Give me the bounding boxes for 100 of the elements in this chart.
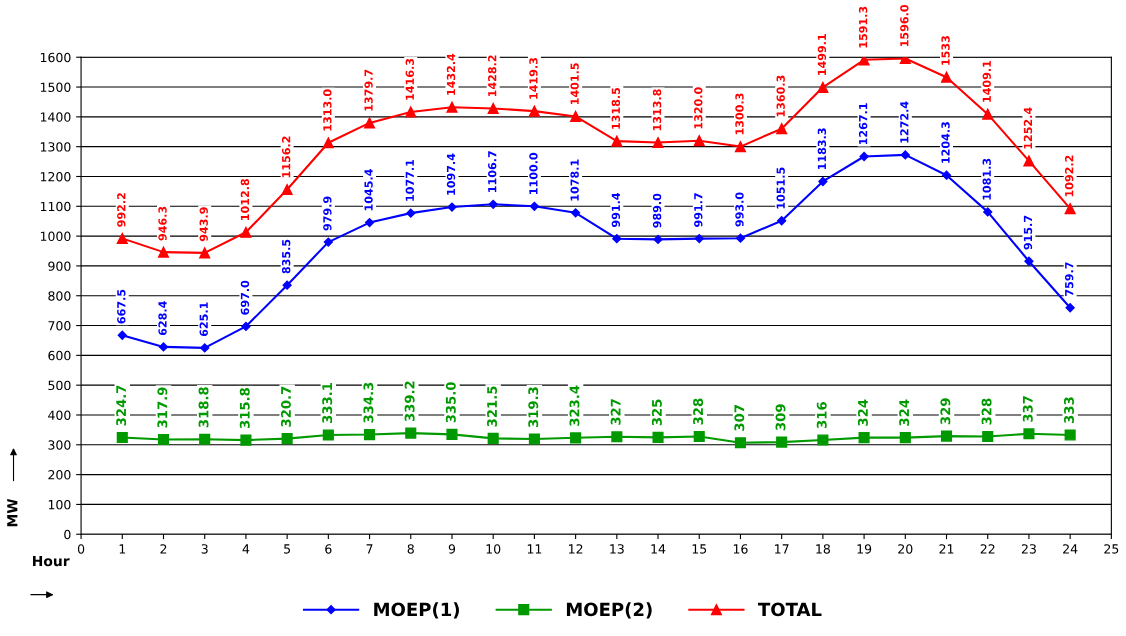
x-tick-label: 2 xyxy=(160,544,167,554)
point xyxy=(653,234,663,245)
point xyxy=(693,430,705,443)
point xyxy=(447,202,457,212)
x-tick-label: 0 xyxy=(77,544,85,554)
data-label: 333.1 xyxy=(322,383,333,423)
x-tick-label: 3 xyxy=(201,544,208,554)
data-label: 992.2 xyxy=(117,193,126,227)
data-label: 319.3 xyxy=(528,387,539,428)
point xyxy=(900,150,910,160)
data-label: 989.0 xyxy=(652,193,662,228)
point xyxy=(859,151,869,162)
data-label: 335.0 xyxy=(445,382,456,423)
y-axis-title: MW xyxy=(7,498,18,527)
point xyxy=(817,81,829,93)
data-label: 321.5 xyxy=(487,386,498,427)
data-label: 1092.2 xyxy=(1064,155,1074,197)
data-label: 1156.2 xyxy=(281,136,291,178)
data-label: 1100.0 xyxy=(529,152,538,194)
point xyxy=(776,436,788,448)
point xyxy=(405,427,417,439)
data-label: 993.0 xyxy=(735,192,744,227)
point xyxy=(982,430,994,443)
y-tick-label: 1300 xyxy=(40,142,71,152)
point xyxy=(157,246,170,258)
data-label: 329 xyxy=(940,398,951,425)
data-label: 324 xyxy=(857,399,868,426)
data-label: 1499.1 xyxy=(817,34,827,75)
data-label: 1051.5 xyxy=(776,167,785,209)
data-label: 327 xyxy=(610,399,621,425)
data-label: 1300.3 xyxy=(735,93,744,135)
point xyxy=(858,432,870,444)
x-tick-label: 9 xyxy=(448,544,456,554)
data-label: 697.0 xyxy=(240,280,250,315)
data-label: 307 xyxy=(734,405,745,431)
data-label: 1106.7 xyxy=(488,151,497,192)
data-label: 1416.3 xyxy=(405,58,414,100)
data-label: 317.9 xyxy=(157,387,168,428)
data-label: 1077.1 xyxy=(405,159,414,201)
point xyxy=(364,217,375,228)
data-label: 1320.0 xyxy=(694,87,703,129)
y-tick-label: 1400 xyxy=(40,112,71,122)
point xyxy=(322,429,334,441)
data-label: 1204.3 xyxy=(941,122,950,163)
data-label: 835.5 xyxy=(281,239,291,274)
data-label: 1078.1 xyxy=(570,159,579,201)
point xyxy=(611,431,623,443)
point xyxy=(446,428,458,440)
point xyxy=(612,234,622,244)
data-label: 324.7 xyxy=(116,385,127,426)
point xyxy=(982,108,994,120)
data-label: 1252.4 xyxy=(1023,107,1033,149)
data-label: 324 xyxy=(899,399,910,426)
data-label: 759.7 xyxy=(1064,262,1074,296)
x-tick-label: 5 xyxy=(284,544,291,554)
data-label: 1081.3 xyxy=(982,158,991,200)
y-tick-label: 1000 xyxy=(40,231,71,242)
data-label: 1428.2 xyxy=(488,55,497,97)
data-label: 1596.0 xyxy=(900,4,909,47)
data-label: 316 xyxy=(816,402,827,429)
point xyxy=(570,208,581,218)
point xyxy=(117,330,127,340)
y-tick-label: 900 xyxy=(48,261,71,271)
point xyxy=(199,247,211,259)
point xyxy=(734,141,747,153)
point xyxy=(941,170,952,180)
data-label: 1591.3 xyxy=(858,6,868,48)
point xyxy=(281,433,293,445)
point xyxy=(818,176,828,187)
data-label: 628.4 xyxy=(158,301,167,336)
data-label: 328 xyxy=(981,398,992,425)
point xyxy=(1024,256,1034,266)
x-tick-label: 18 xyxy=(816,544,830,554)
point xyxy=(1065,303,1075,313)
y-tick-label: 700 xyxy=(48,321,71,331)
data-label: 1432.4 xyxy=(446,53,456,95)
x-tick-label: 13 xyxy=(610,544,624,554)
data-label: 1379.7 xyxy=(364,69,373,111)
point xyxy=(157,433,170,446)
point xyxy=(528,105,540,117)
point xyxy=(363,429,376,441)
y-tick-label: 400 xyxy=(48,410,71,420)
x-tick-label: 15 xyxy=(692,544,707,554)
point xyxy=(323,237,333,247)
point xyxy=(858,57,870,66)
data-label: 1267.1 xyxy=(858,103,868,145)
point xyxy=(983,207,993,217)
x-tick-label: 11 xyxy=(527,544,542,554)
data-label: 943.9 xyxy=(199,207,208,242)
data-label: 334.3 xyxy=(363,382,374,423)
y-tick-label: 1200 xyxy=(40,171,71,182)
y-tick-label: 600 xyxy=(48,350,71,361)
data-label: 1183.3 xyxy=(817,128,827,170)
data-label: 325 xyxy=(651,399,662,426)
x-tick-label: 1 xyxy=(119,544,126,554)
point xyxy=(693,135,705,147)
point xyxy=(777,216,787,226)
data-label: 1419.3 xyxy=(529,58,538,99)
point xyxy=(240,226,252,238)
data-label: 1012.8 xyxy=(240,179,250,220)
